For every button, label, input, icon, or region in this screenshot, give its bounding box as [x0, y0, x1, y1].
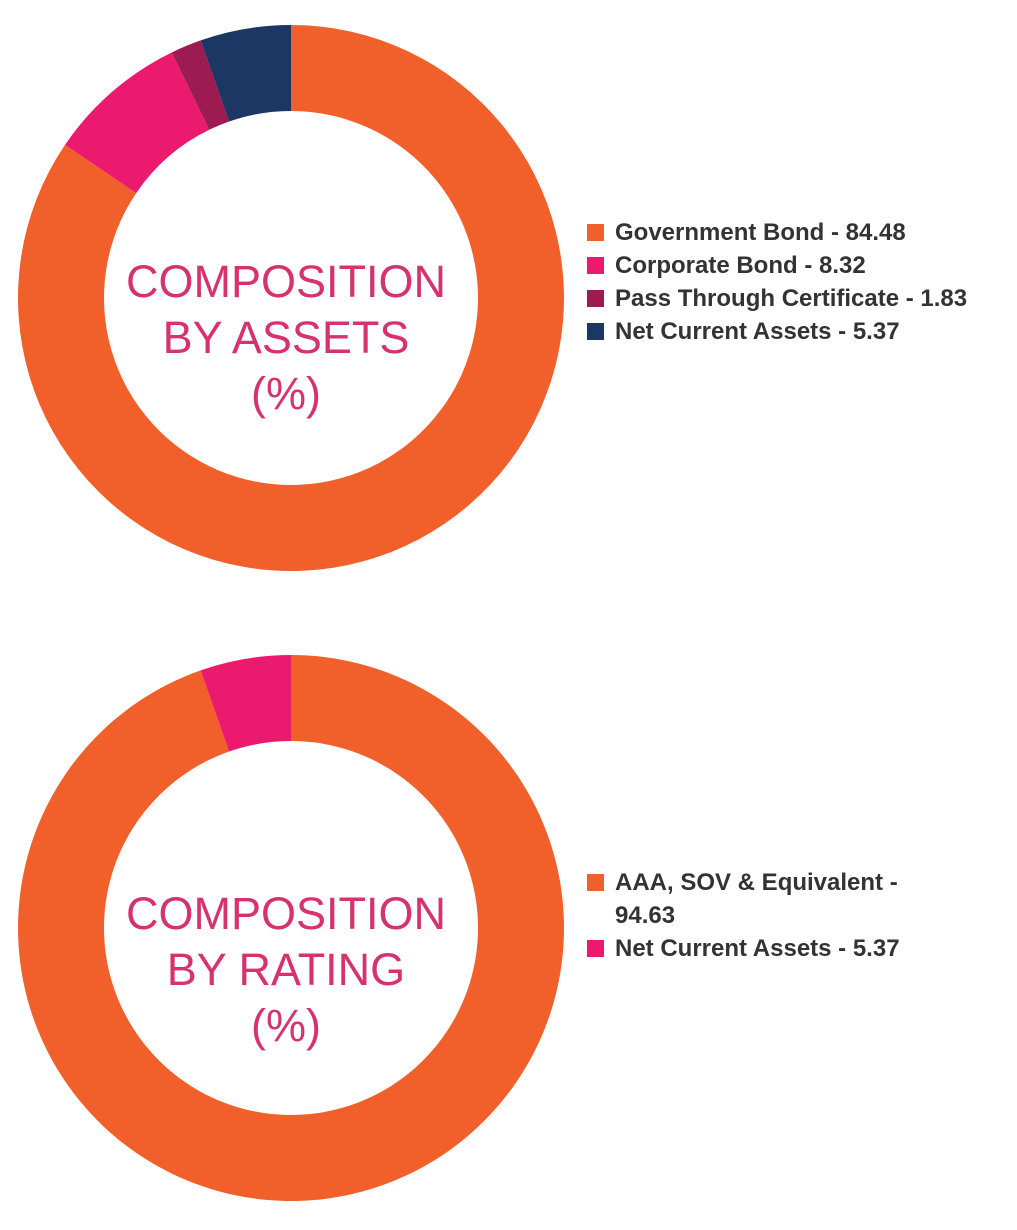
rating-donut [17, 655, 564, 1201]
legend-label: Pass Through Certificate - 1.83 [615, 285, 968, 312]
rating-chart-title: COMPOSITION BY RATING (%) [96, 886, 476, 1054]
assets-donut [18, 25, 565, 572]
donut-slice-net-current-assets [200, 25, 291, 122]
legend-label: Net Current Assets - 5.37 [615, 318, 900, 345]
legend-item-aaa-sov-equivalent: AAA, SOV & Equivalent - 94.63 [587, 866, 955, 932]
assets-title-line-3: (%) [251, 368, 321, 419]
legend-label: Corporate Bond - 8.32 [615, 252, 866, 279]
rating-title-line-2: BY RATING [166, 944, 406, 995]
assets-chart-title: COMPOSITION BY ASSETS (%) [96, 254, 476, 422]
assets-legend: Government Bond - 84.48 Corporate Bond -… [587, 216, 1015, 348]
rating-composition-chart: COMPOSITION BY RATING (%) AAA, SOV & Equ… [0, 630, 1017, 1223]
legend-item-net-current-assets: Net Current Assets - 5.37 [587, 932, 1015, 965]
legend-item-pass-through-certificate: Pass Through Certificate - 1.83 [587, 282, 1015, 315]
legend-item-net-current-assets: Net Current Assets - 5.37 [587, 315, 1015, 348]
legend-swatch [587, 290, 604, 307]
rating-title-line-1: COMPOSITION [125, 888, 446, 939]
donut-slice-corporate-bond [65, 52, 210, 194]
donut-slice-aaa-sov-equivalent [17, 655, 564, 1201]
legend-swatch [587, 940, 604, 957]
rating-legend: AAA, SOV & Equivalent - 94.63 Net Curren… [587, 866, 1015, 965]
donut-slice-pass-through-certificate [171, 40, 230, 130]
legend-item-government-bond: Government Bond - 84.48 [587, 216, 1015, 249]
legend-item-corporate-bond: Corporate Bond - 8.32 [587, 249, 1015, 282]
donut-slice-net-current-assets [200, 655, 291, 752]
legend-label: AAA, SOV & Equivalent - 94.63 [615, 869, 898, 929]
legend-swatch [587, 323, 604, 340]
legend-swatch [587, 874, 604, 891]
legend-label: Net Current Assets - 5.37 [615, 935, 900, 962]
assets-composition-chart: COMPOSITION BY ASSETS (%) Government Bon… [0, 0, 1017, 600]
assets-title-line-1: COMPOSITION [125, 256, 446, 307]
legend-label: Government Bond - 84.48 [615, 219, 906, 246]
rating-title-line-3: (%) [251, 1000, 321, 1051]
donut-slice-government-bond [18, 25, 565, 572]
legend-swatch [587, 257, 604, 274]
assets-title-line-2: BY ASSETS [162, 312, 410, 363]
legend-swatch [587, 224, 604, 241]
